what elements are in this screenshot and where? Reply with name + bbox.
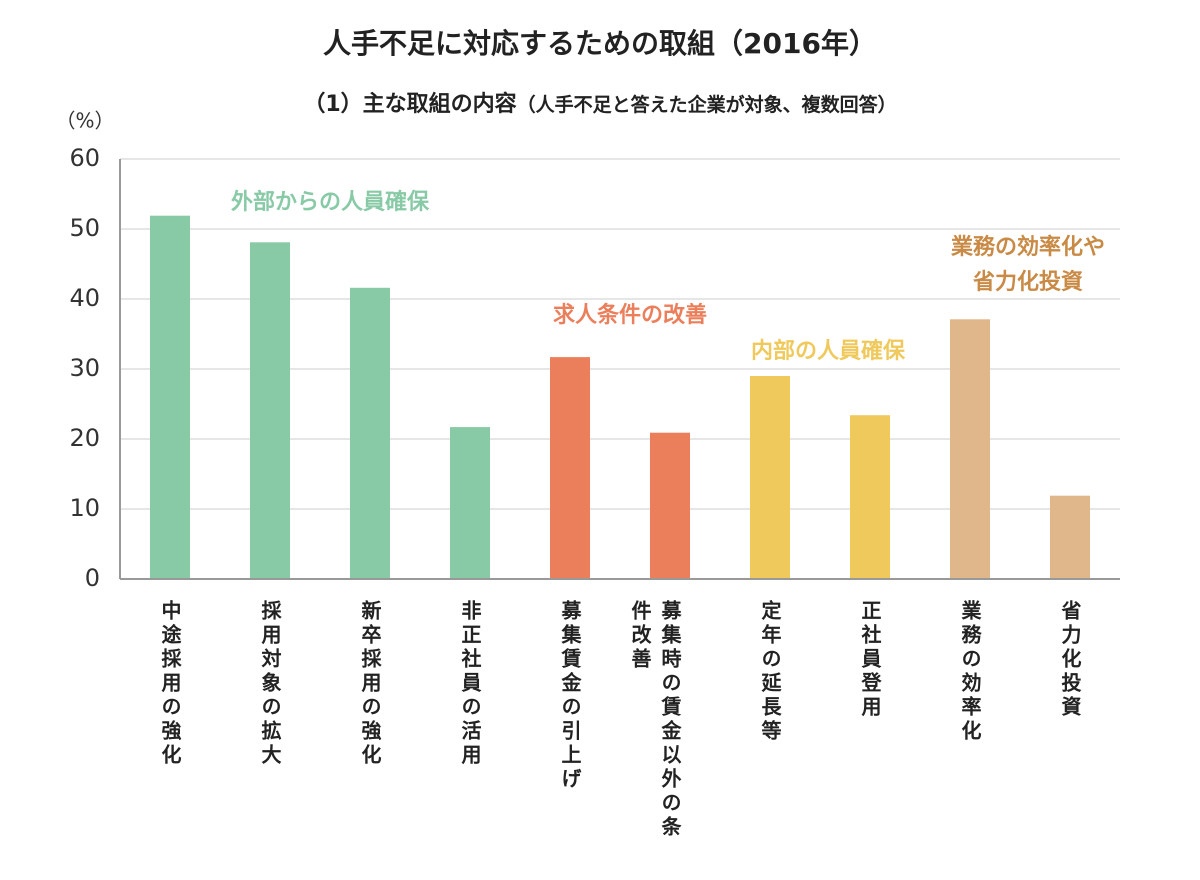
bar <box>550 357 590 579</box>
x-tick-label: 定年の延長等 <box>758 600 782 744</box>
y-tick-label: 0 <box>85 564 100 592</box>
y-tick-label: 60 <box>69 144 100 172</box>
y-tick-label: 10 <box>69 494 100 522</box>
x-tick-label: 採用対象の拡大 <box>258 600 282 768</box>
bar <box>650 432 690 579</box>
bar <box>1050 495 1090 579</box>
bar <box>350 287 390 579</box>
group-label: 求人条件の改善 <box>553 302 707 328</box>
subtitle-line: （1）主な取組の内容（人手不足と答えた企業が対象、複数回答） <box>303 91 896 117</box>
bar <box>150 215 190 579</box>
x-tick-label: 募集賃金の引上げ <box>558 600 582 792</box>
group-label: 外部からの人員確保 <box>231 189 430 215</box>
y-tick-label: 20 <box>69 424 100 452</box>
x-tick-label: 中途採用の強化 <box>158 600 182 768</box>
x-tick-label: 新卒採用の強化 <box>358 600 382 768</box>
chart-title: 人手不足に対応するための取組（2016年） <box>323 27 877 60</box>
group-label: 内部の人員確保 <box>751 338 906 364</box>
bar <box>250 242 290 580</box>
bar <box>850 415 890 579</box>
y-tick-label: 30 <box>69 354 100 382</box>
x-tick-label: 正社員登用 <box>858 600 882 720</box>
x-tick-label: 非正社員の活用 <box>458 600 482 768</box>
subtitle-note: （人手不足と答えた企業が対象、複数回答） <box>517 93 897 116</box>
y-tick-label: 50 <box>69 214 100 242</box>
group-label: 業務の効率化や <box>951 234 1105 260</box>
subtitle: （1）主な取組の内容 <box>303 91 516 117</box>
x-tick-label: 省力化投資 <box>1058 600 1082 720</box>
bar <box>450 427 490 579</box>
x-tick-label: 業務の効率化 <box>958 600 982 744</box>
y-unit: （%） <box>55 109 114 133</box>
group-label: 省力化投資 <box>972 269 1083 295</box>
bar <box>950 319 990 579</box>
bar <box>750 376 790 579</box>
x-tick-label: 募集時の賃金以外の条件改善 <box>628 600 682 840</box>
y-tick-label: 40 <box>69 284 100 312</box>
